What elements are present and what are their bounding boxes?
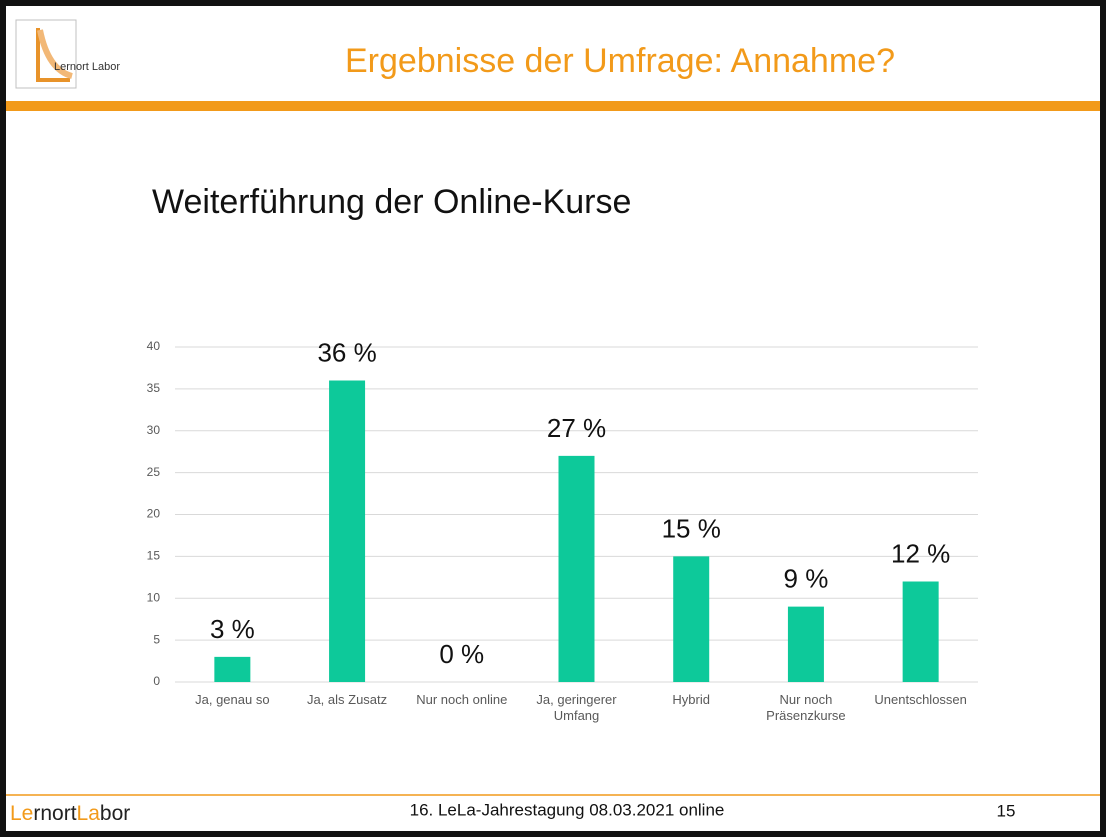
bar bbox=[673, 556, 710, 682]
header-bar bbox=[6, 101, 1100, 111]
y-tick-label: 20 bbox=[147, 507, 161, 521]
x-tick-label: Ja, als Zusatz bbox=[306, 692, 388, 707]
y-tick-label: 0 bbox=[153, 674, 160, 688]
x-tick-label: Unentschlossen bbox=[874, 692, 967, 707]
slide bbox=[6, 6, 1100, 831]
logo-part: La bbox=[77, 802, 101, 825]
x-tick-label: Nur noch Präsenzkurse bbox=[766, 692, 846, 723]
footer-text: 16. LeLa-Jahrestagung 08.03.2021 online bbox=[410, 800, 725, 819]
logo-text: Lernort Labor bbox=[54, 61, 120, 73]
x-tick-label: Nur noch online bbox=[416, 692, 508, 707]
bar bbox=[902, 581, 939, 682]
logo-frame bbox=[15, 19, 77, 89]
bar bbox=[329, 380, 366, 682]
value-label: 36 % bbox=[317, 337, 376, 367]
value-label: 3 % bbox=[210, 614, 255, 644]
x-tick-label: Ja, geringerer Umfang bbox=[536, 692, 617, 723]
bar bbox=[787, 606, 824, 682]
value-label: 27 % bbox=[547, 413, 606, 443]
y-tick-label: 40 bbox=[147, 339, 161, 353]
y-tick-label: 30 bbox=[147, 423, 161, 437]
x-tick-label: Hybrid bbox=[672, 692, 710, 707]
value-label: 0 % bbox=[439, 639, 484, 669]
y-tick-label: 35 bbox=[147, 381, 161, 395]
value-label: 9 % bbox=[784, 564, 829, 594]
y-tick-label: 15 bbox=[147, 549, 161, 563]
logo-part: rnort bbox=[33, 802, 76, 825]
y-tick-label: 5 bbox=[153, 632, 160, 646]
logo-part: bor bbox=[100, 802, 130, 825]
footer-logo: LernortLabor bbox=[10, 802, 130, 825]
bar bbox=[214, 656, 251, 682]
logo-curve bbox=[37, 29, 73, 79]
y-tick-label: 10 bbox=[147, 590, 161, 604]
slide-title: Ergebnisse der Umfrage: Annahme? bbox=[345, 42, 895, 80]
value-label: 15 % bbox=[662, 513, 721, 543]
chart-title: Weiterführung der Online-Kurse bbox=[152, 183, 631, 221]
y-tick-label: 25 bbox=[147, 465, 161, 479]
page-number: 15 bbox=[997, 801, 1016, 820]
x-tick-label: Ja, genau so bbox=[195, 692, 270, 707]
value-label: 12 % bbox=[891, 538, 950, 568]
bar bbox=[558, 455, 595, 682]
logo-shape bbox=[36, 28, 70, 82]
logo-part: Le bbox=[10, 802, 33, 825]
